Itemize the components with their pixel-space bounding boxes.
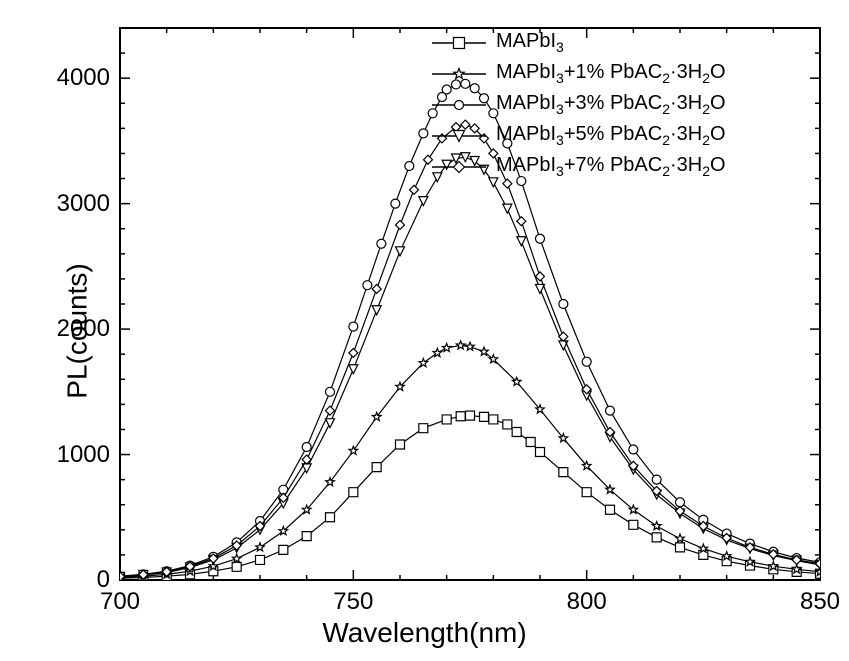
legend-swatch [430,158,488,176]
series-mapbi3_1pct [116,341,825,581]
legend-row-mapbi3_5pct: MAPbI3+5% PbAC2·3H2O [430,123,726,148]
x-axis-label: Wavelength(nm) [322,617,526,649]
series-mapbi3_5pct [116,153,825,582]
legend-swatch [430,127,488,145]
y-tick-label: 4000 [57,64,110,92]
legend-label: MAPbI3 [496,30,564,55]
legend-label: MAPbI3+7% PbAC2·3H2O [496,154,726,179]
legend-swatch [430,65,488,83]
y-tick-label: 0 [97,566,110,594]
legend-label: MAPbI3+1% PbAC2·3H2O [496,61,726,86]
y-tick-label: 2000 [57,315,110,343]
y-tick-label: 1000 [57,441,110,469]
legend-row-mapbi3_1pct: MAPbI3+1% PbAC2·3H2O [430,61,726,86]
x-tick-label: 800 [567,588,607,616]
legend: MAPbI3 MAPbI3+1% PbAC2·3H2O MAPbI3+3% PbAC… [430,30,726,185]
y-tick-label: 3000 [57,190,110,218]
x-tick-label: 850 [800,588,840,616]
pl-spectrum-chart: Wavelength(nm) PL(counts) MAPbI3MAPbI3+1… [0,0,849,661]
series-mapbi3 [116,411,825,582]
series-mapbi3_7pct [116,120,825,581]
legend-row-mapbi3_7pct: MAPbI3+7% PbAC2·3H2O [430,154,726,179]
legend-label: MAPbI3+3% PbAC2·3H2O [496,92,726,117]
legend-swatch [430,96,488,114]
x-tick-label: 750 [333,588,373,616]
legend-label: MAPbI3+5% PbAC2·3H2O [496,123,726,148]
legend-row-mapbi3_3pct: MAPbI3+3% PbAC2·3H2O [430,92,726,117]
legend-row-mapbi3: MAPbI3 [430,30,726,55]
legend-swatch [430,34,488,52]
